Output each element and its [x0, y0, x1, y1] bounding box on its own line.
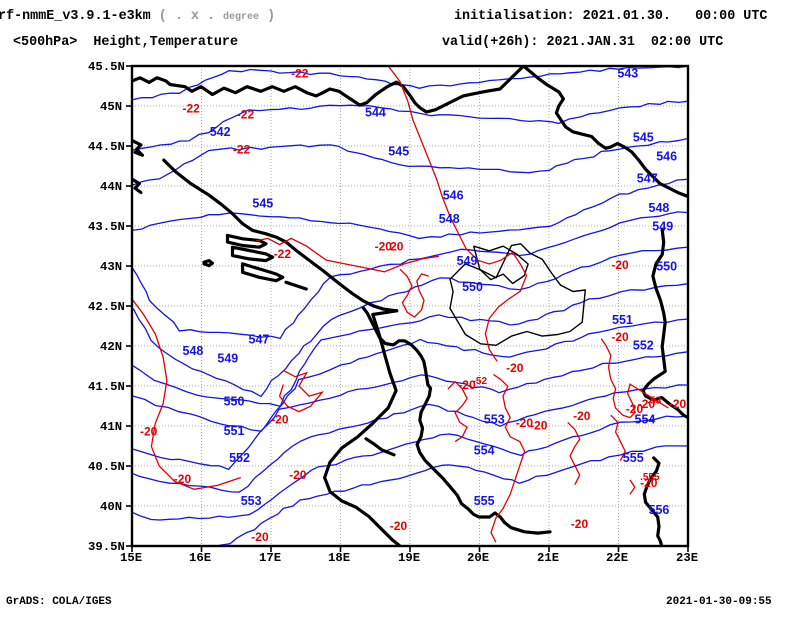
svg-text:549: 549: [652, 220, 673, 234]
svg-text:-22: -22: [274, 247, 292, 261]
svg-text:-20: -20: [289, 468, 307, 482]
svg-text:551: 551: [224, 424, 245, 438]
svg-text:549: 549: [457, 254, 478, 268]
svg-text:-20: -20: [140, 424, 158, 438]
svg-text:-20: -20: [174, 472, 192, 486]
svg-text:-20: -20: [506, 361, 524, 375]
svg-text:-20: -20: [611, 330, 629, 344]
svg-text:546: 546: [443, 189, 464, 203]
svg-text:-20: -20: [530, 419, 548, 433]
svg-text:553: 553: [241, 494, 262, 508]
svg-text:548: 548: [439, 212, 460, 226]
svg-text:-20: -20: [390, 519, 408, 533]
svg-text:550: 550: [224, 394, 245, 408]
svg-text:552: 552: [633, 339, 654, 353]
svg-text:548: 548: [183, 344, 204, 358]
svg-text:555: 555: [474, 494, 495, 508]
svg-text:544: 544: [365, 106, 386, 120]
svg-text:-22: -22: [183, 102, 201, 116]
svg-text:-20: -20: [271, 412, 289, 426]
svg-text:550: 550: [656, 259, 677, 273]
svg-text:-20: -20: [669, 397, 687, 411]
svg-text:.53: .53: [647, 395, 661, 406]
svg-text:553: 553: [484, 412, 505, 426]
svg-text:-20: -20: [251, 530, 269, 544]
svg-text:-52: -52: [473, 376, 488, 387]
svg-text:547: 547: [637, 172, 658, 186]
svg-text:547: 547: [249, 332, 270, 346]
svg-text:542: 542: [210, 125, 231, 139]
svg-text:-22: -22: [291, 67, 309, 81]
svg-text:-22: -22: [237, 107, 255, 121]
svg-text:545: 545: [388, 144, 409, 158]
svg-text:545: 545: [252, 196, 273, 210]
svg-text:556: 556: [649, 503, 670, 517]
svg-text:554: 554: [474, 443, 495, 457]
svg-text:-20: -20: [571, 517, 589, 531]
svg-text:-22: -22: [233, 142, 251, 156]
svg-text:543: 543: [617, 67, 638, 81]
svg-text:549: 549: [217, 352, 238, 366]
svg-text:.555: .555: [640, 472, 660, 483]
svg-text:20: 20: [390, 240, 404, 254]
svg-text:555: 555: [623, 451, 644, 465]
svg-text:546: 546: [656, 150, 677, 164]
svg-text:-20: -20: [611, 258, 629, 272]
svg-text:548: 548: [649, 201, 670, 215]
svg-text:551: 551: [612, 313, 633, 327]
svg-text:552: 552: [229, 451, 250, 465]
svg-text:550: 550: [462, 280, 483, 294]
svg-text:-20: -20: [573, 409, 591, 423]
svg-text:545: 545: [633, 130, 654, 144]
